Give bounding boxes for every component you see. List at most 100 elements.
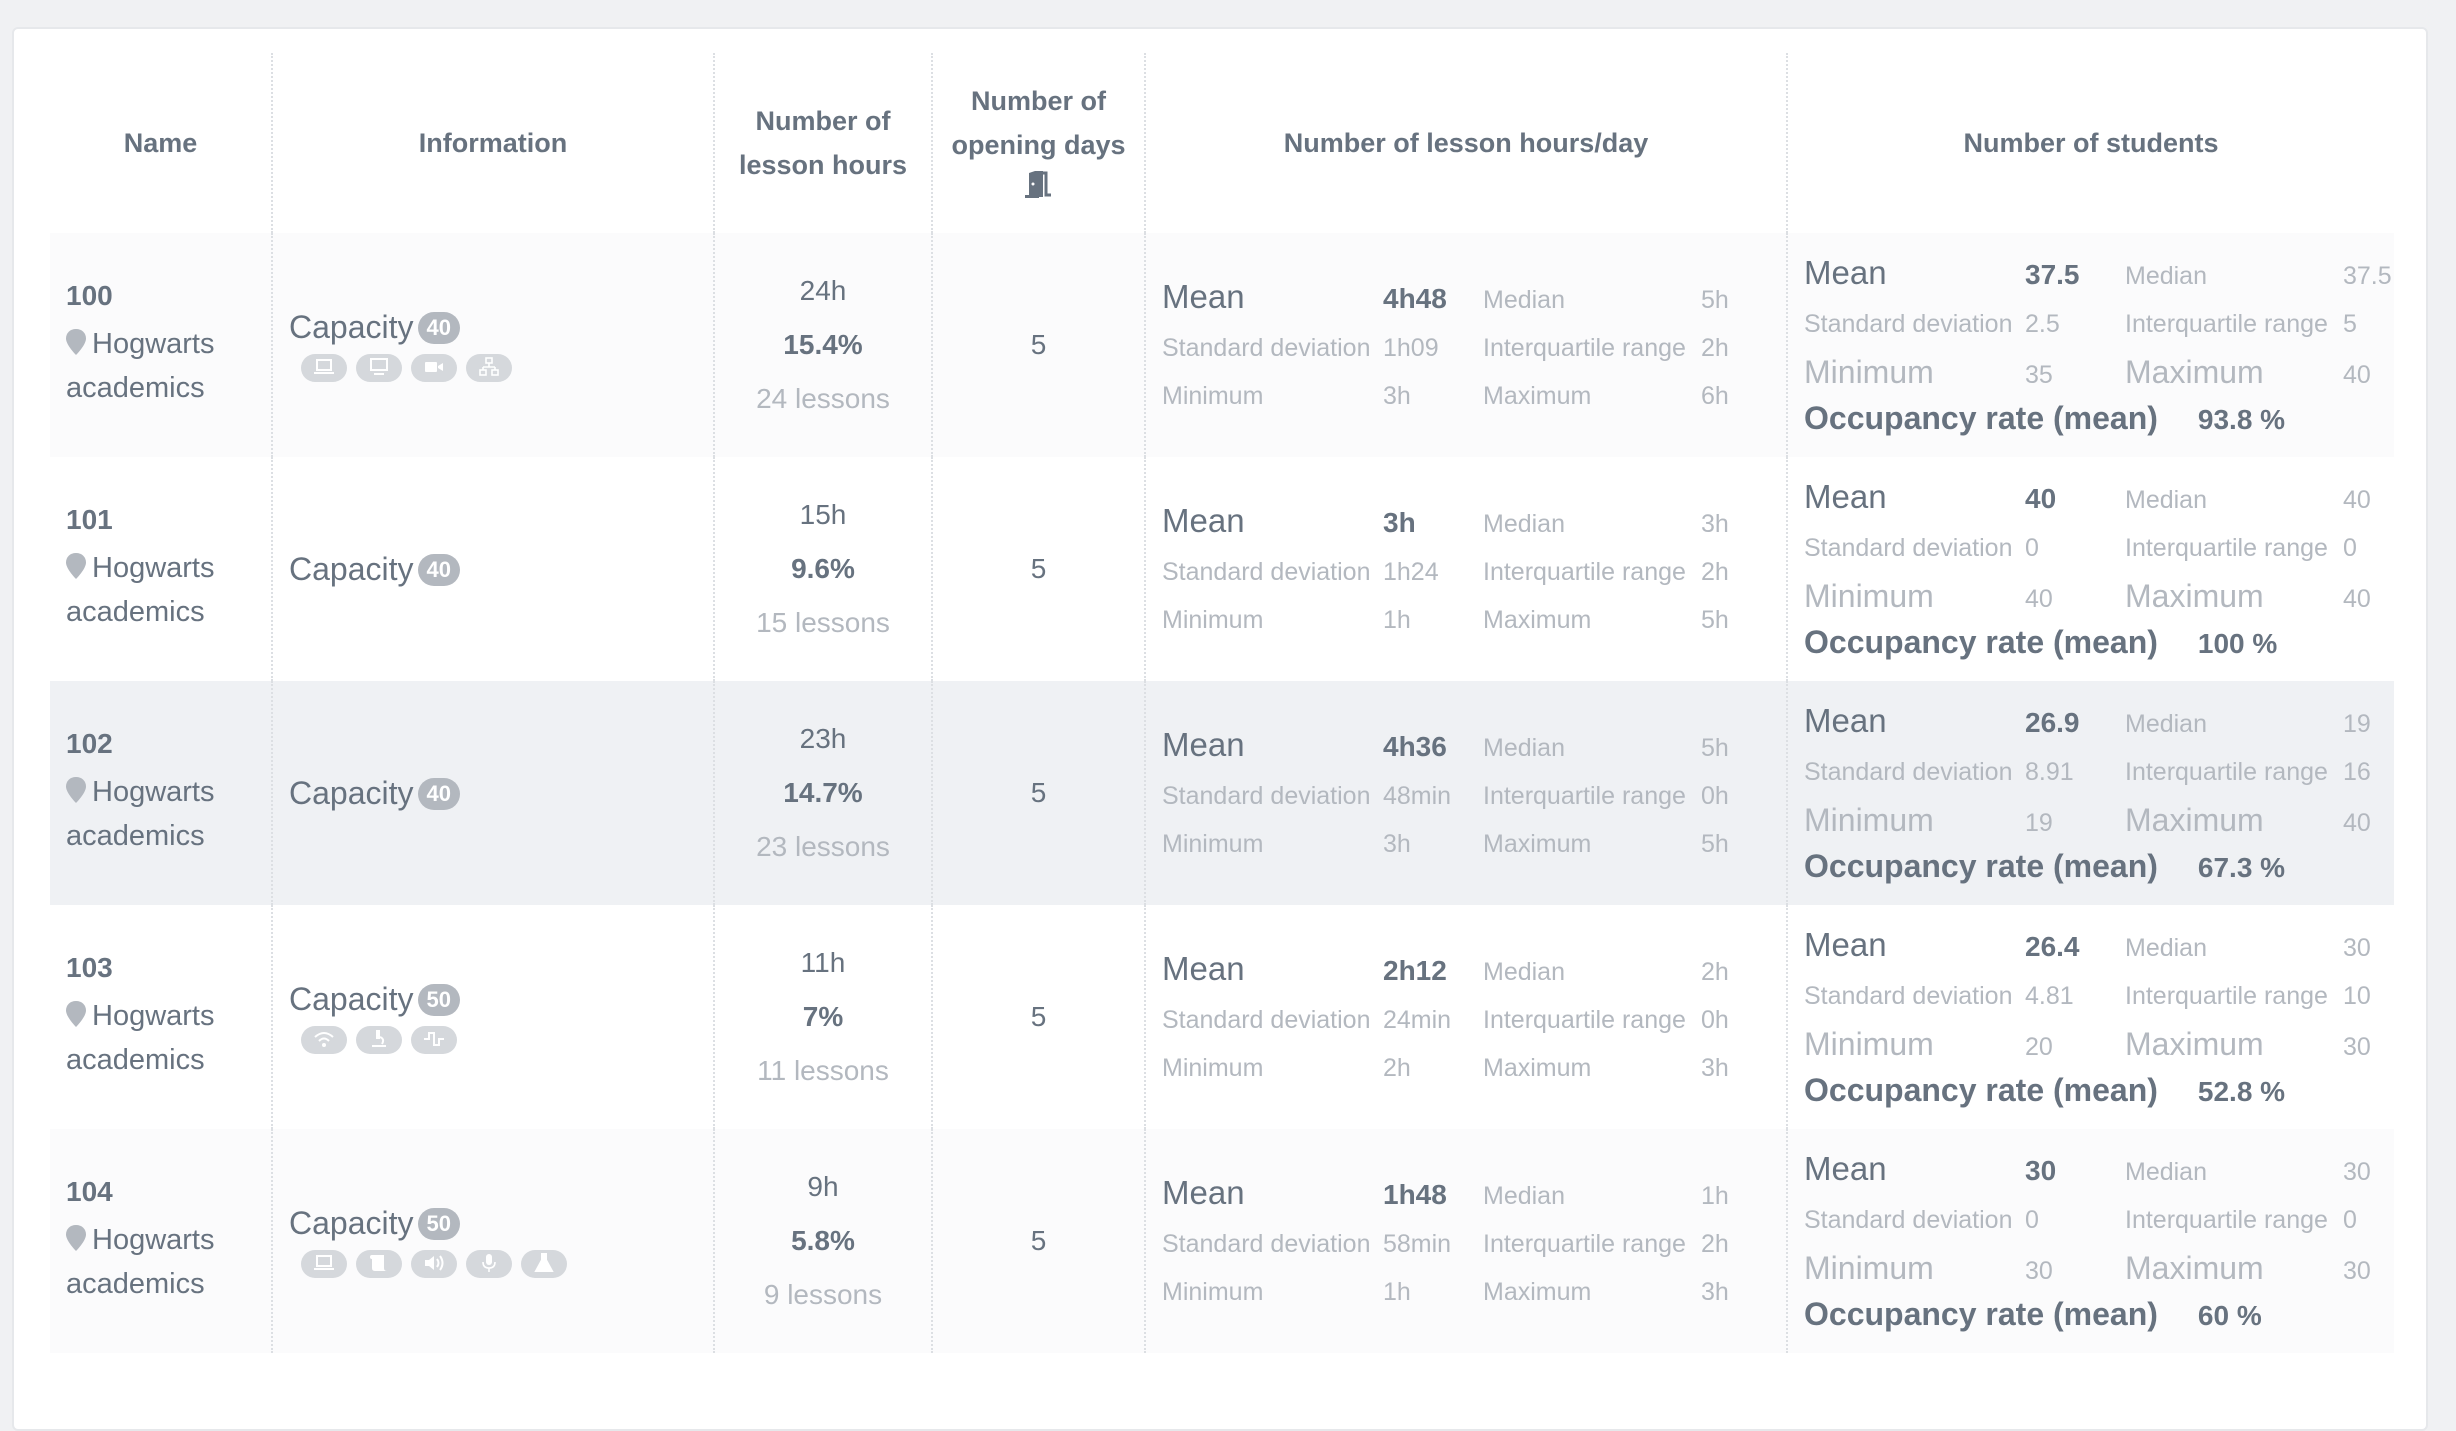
- mean-label: Mean: [1162, 501, 1245, 539]
- std-label: Standard deviation: [1804, 981, 2013, 1010]
- std-value: 1h24: [1383, 557, 1439, 586]
- lessons-count: 11 lessons: [757, 1055, 889, 1086]
- microscope-icon[interactable]: [356, 1025, 402, 1054]
- opening-days-cell: 5: [931, 457, 1145, 681]
- scroll-icon[interactable]: [356, 1249, 402, 1278]
- network-icon[interactable]: [466, 353, 512, 382]
- min-label: Minimum: [1162, 381, 1264, 410]
- header-opening-days[interactable]: Number of opening days: [931, 53, 1145, 233]
- max-label: Maximum: [2125, 577, 2264, 614]
- min-label: Minimum: [1804, 1025, 1934, 1062]
- table-row[interactable]: 104 Hogwarts academics Capacity 50 9h 5.8…: [50, 1129, 2394, 1353]
- median-value: 5h: [1701, 285, 1729, 314]
- max-label: Maximum: [2125, 801, 2264, 838]
- table-row[interactable]: 102 Hogwarts academics Capacity 40 23h 14…: [50, 681, 2394, 905]
- capacity-badge: 40: [417, 311, 460, 344]
- table-row[interactable]: 103 Hogwarts academics Capacity 50 11h 7%…: [50, 905, 2394, 1129]
- opening-days-cell: 5: [931, 681, 1145, 905]
- lesson-hours-cell: 15h 9.6% 15 lessons: [713, 457, 932, 681]
- occupancy-value: 60 %: [2197, 1299, 2262, 1331]
- room-id[interactable]: 102: [66, 728, 113, 759]
- min-value: 20: [2025, 1032, 2053, 1061]
- header-lesson-hours[interactable]: Number of lesson hours: [713, 53, 932, 233]
- lessons-count: 9 lessons: [763, 1279, 883, 1310]
- name-cell: 104 Hogwarts academics: [50, 1129, 272, 1353]
- wifi-icon[interactable]: [301, 1025, 347, 1054]
- max-value: 30: [2343, 1032, 2371, 1061]
- laptop-icon[interactable]: [301, 353, 347, 382]
- header-information[interactable]: Information: [271, 53, 714, 233]
- name-cell: 102 Hogwarts academics: [50, 681, 272, 905]
- std-label: Standard deviation: [1804, 309, 2013, 338]
- hours-percent: 14.7%: [783, 777, 863, 808]
- microphone-icon[interactable]: [466, 1249, 512, 1278]
- median-value: 30: [2343, 1157, 2371, 1186]
- std-label: Standard deviation: [1162, 1229, 1371, 1258]
- max-label: Maximum: [2125, 1249, 2264, 1286]
- map-pin-icon: [66, 553, 86, 579]
- occupancy-value: 67.3 %: [2197, 851, 2286, 883]
- header-students[interactable]: Number of students: [1786, 53, 2394, 233]
- min-value: 40: [2025, 584, 2053, 613]
- room-location: Hogwarts academics: [66, 776, 215, 852]
- room-id[interactable]: 104: [66, 1176, 113, 1207]
- min-value: 35: [2025, 360, 2053, 389]
- iqr-value: 0: [2343, 1205, 2357, 1234]
- max-label: Maximum: [1483, 605, 1592, 634]
- lessons-count: 23 lessons: [756, 831, 890, 862]
- median-label: Median: [2125, 709, 2207, 738]
- mean-value: 2h12: [1383, 954, 1447, 986]
- std-value: 8.91: [2025, 757, 2074, 786]
- max-label: Maximum: [1483, 1277, 1592, 1306]
- room-id[interactable]: 101: [66, 504, 113, 535]
- mean-value: 1h48: [1383, 1178, 1447, 1210]
- capacity-label: Capacity: [289, 980, 414, 1017]
- room-id[interactable]: 100: [66, 280, 113, 311]
- hours-per-day-cell: Mean 4h48 Median 5h Standard deviation 1…: [1144, 233, 1787, 457]
- table-row[interactable]: 100 Hogwarts academics Capacity 40 24h 15…: [50, 233, 2394, 457]
- room-location: Hogwarts academics: [66, 328, 215, 404]
- room-location: Hogwarts academics: [66, 552, 215, 628]
- map-pin-icon: [66, 1225, 86, 1251]
- name-cell: 103 Hogwarts academics: [50, 905, 272, 1129]
- students-cell: Mean 37.5 Median 37.5 Standard deviation…: [1786, 233, 2394, 457]
- header-hours-per-day[interactable]: Number of lesson hours/day: [1144, 53, 1787, 233]
- room-location: Hogwarts academics: [66, 1224, 215, 1300]
- mean-value: 4h36: [1383, 730, 1447, 762]
- signal-wave-icon[interactable]: [411, 1025, 457, 1054]
- iqr-value: 5: [2343, 309, 2357, 338]
- equipment-icons: [289, 1025, 713, 1054]
- desktop-icon[interactable]: [356, 353, 402, 382]
- room-id[interactable]: 103: [66, 952, 113, 983]
- min-label: Minimum: [1804, 801, 1934, 838]
- rooms-card: Name Information Number of lesson hours …: [12, 27, 2428, 1431]
- laptop-icon[interactable]: [301, 1249, 347, 1278]
- max-value: 3h: [1701, 1053, 1729, 1082]
- median-value: 5h: [1701, 733, 1729, 762]
- iqr-value: 0h: [1701, 781, 1729, 810]
- header-name[interactable]: Name: [123, 128, 198, 158]
- speaker-icon[interactable]: [411, 1249, 457, 1278]
- lessons-count: 15 lessons: [756, 607, 890, 638]
- std-label: Standard deviation: [1162, 1005, 1371, 1034]
- map-pin-icon: [66, 1001, 86, 1027]
- iqr-label: Interquartile range: [2125, 981, 2328, 1010]
- std-value: 2.5: [2025, 309, 2060, 338]
- median-label: Median: [2125, 1157, 2207, 1186]
- min-value: 3h: [1383, 381, 1411, 410]
- min-label: Minimum: [1804, 577, 1934, 614]
- min-value: 1h: [1383, 605, 1411, 634]
- std-value: 0: [2025, 1205, 2039, 1234]
- table-row[interactable]: 101 Hogwarts academics Capacity 40 15h 9.…: [50, 457, 2394, 681]
- students-cell: Mean 26.9 Median 19 Standard deviation 8…: [1786, 681, 2394, 905]
- median-value: 2h: [1701, 957, 1729, 986]
- capacity-label: Capacity: [289, 1204, 414, 1241]
- flask-icon[interactable]: [521, 1249, 567, 1278]
- median-value: 3h: [1701, 509, 1729, 538]
- map-pin-icon: [66, 329, 86, 355]
- iqr-label: Interquartile range: [2125, 533, 2328, 562]
- std-value: 1h09: [1383, 333, 1439, 362]
- min-value: 3h: [1383, 829, 1411, 858]
- median-value: 40: [2343, 485, 2371, 514]
- video-camera-icon[interactable]: [411, 353, 457, 382]
